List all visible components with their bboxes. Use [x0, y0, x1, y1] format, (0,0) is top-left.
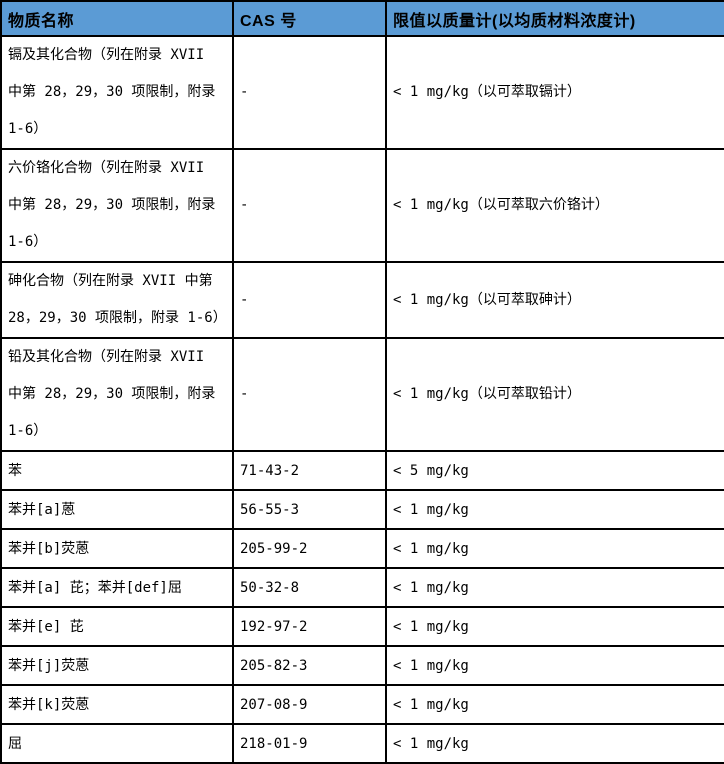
- substance-name-cell: 六价铬化合物（列在附录 XVII 中第 28，29，30 项限制，附录 1-6）: [0, 148, 234, 263]
- limit-value-cell: < 1 mg/kg: [385, 528, 724, 569]
- substance-name-cell: 镉及其化合物（列在附录 XVII 中第 28，29，30 项限制，附录 1-6）: [0, 35, 234, 150]
- limit-value-cell: < 1 mg/kg: [385, 723, 724, 764]
- table-row: 苯 71-43-2 < 5 mg/kg: [0, 450, 724, 491]
- substance-name-cell: 屈: [0, 723, 234, 764]
- cas-number-cell: 218-01-9: [232, 723, 387, 764]
- cas-number-cell: 205-82-3: [232, 645, 387, 686]
- table-row: 苯并[k]荧蒽 207-08-9 < 1 mg/kg: [0, 684, 724, 725]
- table-header-row: 物质名称 CAS 号 限值以质量计(以均质材料浓度计): [0, 0, 724, 37]
- limit-value-cell: < 1 mg/kg: [385, 645, 724, 686]
- limit-header: 限值以质量计(以均质材料浓度计): [385, 0, 724, 37]
- table-row: 镉及其化合物（列在附录 XVII 中第 28，29，30 项限制，附录 1-6）…: [0, 35, 724, 150]
- cas-number-cell: -: [232, 35, 387, 150]
- limit-value-cell: < 1 mg/kg（以可萃取六价铬计）: [385, 148, 724, 263]
- table-row: 苯并[e] 芘 192-97-2 < 1 mg/kg: [0, 606, 724, 647]
- limit-value-cell: < 1 mg/kg（以可萃取砷计）: [385, 261, 724, 339]
- limit-value-cell: < 1 mg/kg: [385, 684, 724, 725]
- limit-value-cell: < 1 mg/kg: [385, 567, 724, 608]
- substance-name-cell: 苯并[a]蒽: [0, 489, 234, 530]
- table-row: 苯并[a]蒽 56-55-3 < 1 mg/kg: [0, 489, 724, 530]
- substance-name-cell: 苯并[b]荧蒽: [0, 528, 234, 569]
- substance-name-cell: 苯并[j]荧蒽: [0, 645, 234, 686]
- cas-number-cell: 205-99-2: [232, 528, 387, 569]
- cas-number-header: CAS 号: [232, 0, 387, 37]
- substance-name-cell: 苯并[k]荧蒽: [0, 684, 234, 725]
- substance-name-cell: 砷化合物（列在附录 XVII 中第 28，29，30 项限制，附录 1-6）: [0, 261, 234, 339]
- cas-number-cell: -: [232, 148, 387, 263]
- substance-name-cell: 铅及其化合物（列在附录 XVII 中第 28，29，30 项限制，附录 1-6）: [0, 337, 234, 452]
- table-row: 六价铬化合物（列在附录 XVII 中第 28，29，30 项限制，附录 1-6）…: [0, 148, 724, 263]
- substance-name-cell: 苯并[e] 芘: [0, 606, 234, 647]
- cas-number-cell: -: [232, 337, 387, 452]
- cas-number-cell: 192-97-2: [232, 606, 387, 647]
- cas-number-cell: 56-55-3: [232, 489, 387, 530]
- limit-value-cell: < 1 mg/kg: [385, 606, 724, 647]
- table-row: 苯并[a] 芘；苯并[def]屈 50-32-8 < 1 mg/kg: [0, 567, 724, 608]
- table-row: 苯并[j]荧蒽 205-82-3 < 1 mg/kg: [0, 645, 724, 686]
- table-row: 苯并[b]荧蒽 205-99-2 < 1 mg/kg: [0, 528, 724, 569]
- cas-number-cell: -: [232, 261, 387, 339]
- cas-number-cell: 207-08-9: [232, 684, 387, 725]
- table-row: 砷化合物（列在附录 XVII 中第 28，29，30 项限制，附录 1-6） -…: [0, 261, 724, 339]
- table-row: 屈 218-01-9 < 1 mg/kg: [0, 723, 724, 764]
- limit-value-cell: < 1 mg/kg: [385, 489, 724, 530]
- limit-value-cell: < 5 mg/kg: [385, 450, 724, 491]
- cas-number-cell: 71-43-2: [232, 450, 387, 491]
- limit-value-cell: < 1 mg/kg（以可萃取镉计）: [385, 35, 724, 150]
- limit-value-cell: < 1 mg/kg（以可萃取铅计）: [385, 337, 724, 452]
- substance-name-cell: 苯并[a] 芘；苯并[def]屈: [0, 567, 234, 608]
- cas-number-cell: 50-32-8: [232, 567, 387, 608]
- substance-name-header: 物质名称: [0, 0, 234, 37]
- substance-name-cell: 苯: [0, 450, 234, 491]
- table-row: 铅及其化合物（列在附录 XVII 中第 28，29，30 项限制，附录 1-6）…: [0, 337, 724, 452]
- table-body: 镉及其化合物（列在附录 XVII 中第 28，29，30 项限制，附录 1-6）…: [0, 35, 724, 764]
